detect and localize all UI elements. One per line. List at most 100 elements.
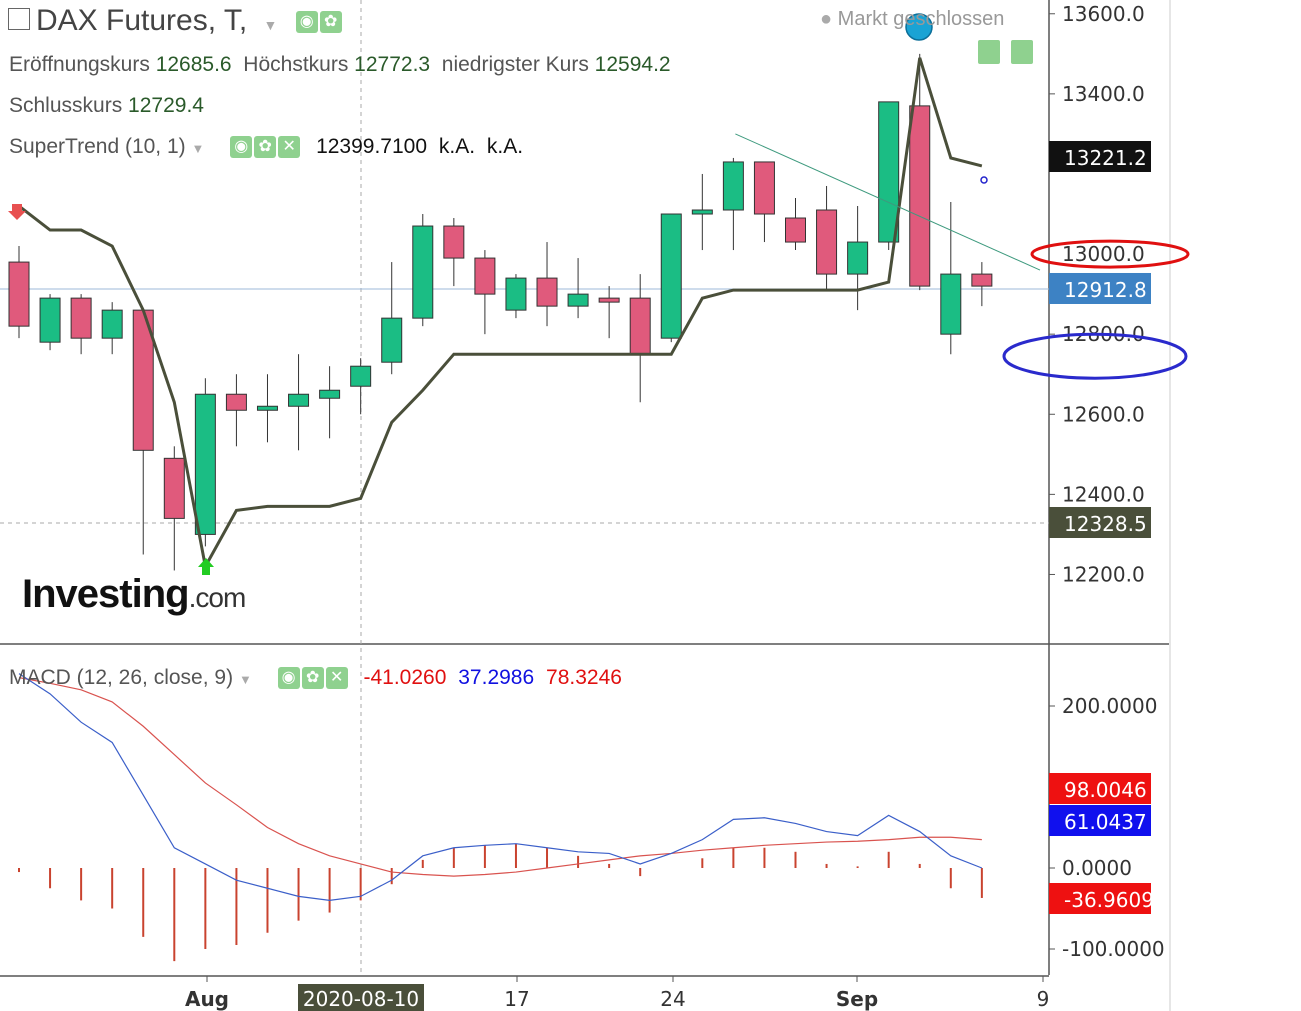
chevron-down-icon[interactable]: ▼ [238,672,252,687]
macd-line [18,673,983,902]
scroll-updown-button [1011,40,1033,64]
status-dot-icon: ● [820,8,833,30]
high-value: 12772.3 [354,53,431,76]
macd-line-badge-bg [1049,805,1151,836]
price-tick-label: 13000.0 [1062,242,1145,266]
high-label: Höchstkurs [243,53,349,76]
cursor-price-badge-bg [1049,272,1151,304]
time-tick-label: Aug [185,987,229,1011]
candle-body [567,293,589,307]
candle-body [474,257,496,295]
macd-signal-badge-bg [1049,773,1151,804]
candle-body [39,297,61,343]
price-tick-label: 12400.0 [1062,482,1145,506]
ohlc-legend: Eröffnungskurs 12685.6 Höchstkurs 12772.… [9,53,671,77]
annotation-blue-ellipse [1002,332,1188,380]
candle-body [412,225,434,319]
close-legend: Schlusskurs 12729.4 [9,94,204,118]
supertrend-na-2: k.A. [486,135,524,158]
investing-logo: Investing.com [22,572,247,617]
candle-body [753,161,775,215]
cursor-price-badge: 12912.8 [1064,278,1147,302]
macd-hist-badge: -36.9609 [1064,888,1154,912]
eye-icon[interactable]: ◉ [277,667,300,690]
scroll-down-button [978,40,1000,64]
time-tick-label: 24 [660,987,685,1011]
close-value: 12729.4 [128,94,204,117]
candle-body [163,457,185,519]
macd-value-3: 78.3246 [546,666,622,689]
low-label: niedrigster Kurs [441,53,589,76]
pivot-marker-icon [905,13,933,41]
candle-body [536,277,558,307]
last-price-badge: 13221.2 [1064,146,1147,170]
candle-body [101,309,123,339]
macd-label: MACD (12, 26, close, 9) [9,666,234,689]
crosshair-price-badge: 12328.5 [1064,512,1147,536]
candle-body [816,209,838,275]
candle-body [785,217,806,243]
price-tick-label: 13400.0 [1062,82,1145,106]
close-icon[interactable]: ✕ [278,136,301,159]
gear-icon[interactable]: ✿ [301,667,324,690]
macd-value-2: 37.2986 [458,666,535,689]
macd-tick-label: 200.0000 [1062,694,1157,718]
chevron-down-icon[interactable]: ▼ [191,141,205,156]
candle-body [691,209,713,215]
close-icon[interactable]: ✕ [325,667,348,690]
annotation-red-ellipse [1030,239,1190,269]
candle-body [909,105,931,287]
date-badge-bg [298,984,424,1011]
point-marker-icon [980,176,988,184]
supertrend-na-1: k.A. [438,135,476,158]
time-tick-label: 17 [504,987,529,1011]
candle-body [971,273,993,287]
low-value: 12594.2 [594,53,671,76]
gear-icon[interactable]: ✿ [254,136,277,159]
macd-legend: MACD (12, 26, close, 9) ▼ ◉ ✿ ✕ -41.0260 3… [9,666,622,690]
instrument-header: DAX Futures, T, ▼ ◉ ✿ [8,4,344,38]
crosshair-price-badge-bg [1049,507,1151,538]
market-status-text: Markt geschlossen [837,8,1005,30]
candle-body [722,161,744,211]
price-tick-label: 13600.0 [1062,2,1145,26]
candle-body [8,261,30,327]
macd-tick-label: -100.0000 [1062,937,1165,961]
macd-hist-badge-bg [1049,883,1151,914]
chevron-down-icon[interactable]: ▼ [263,17,278,33]
open-label: Eröffnungskurs [9,53,150,76]
candle-body [940,273,962,335]
eye-icon[interactable]: ◉ [230,136,253,159]
price-tick-label: 12200.0 [1062,562,1145,586]
macd-signal-line [18,677,982,877]
candle-body [225,393,247,411]
candle-body [629,297,651,355]
gear-icon[interactable]: ✿ [319,11,342,34]
buy-arrow-icon [198,558,214,575]
logo-suffix: .com [188,582,247,613]
supertrend-value: 12399.7100 [316,135,428,158]
candle-body [505,277,527,311]
candle-body [878,101,900,243]
candle-body [194,393,216,535]
close-label: Schlusskurs [9,94,123,117]
time-tick-label: Sep [836,987,878,1011]
macd-tick-label: 0.0000 [1062,856,1132,880]
supertrend-legend: SuperTrend (10, 1) ▼ ◉ ✿ ✕ 12399.7100 k.A.… [9,135,523,159]
candle-body [256,405,278,411]
open-value: 12685.6 [155,53,232,76]
candle-body [847,241,869,275]
candle-body [350,365,372,387]
eye-icon[interactable]: ◉ [295,11,318,34]
macd-line-badge: 61.0437 [1064,810,1147,834]
candle-body [598,297,620,303]
price-tick-label: 12600.0 [1062,402,1145,426]
candle-body [381,317,403,363]
market-status: ● Markt geschlossen [820,8,1004,31]
last-price-badge-bg [1049,141,1151,172]
candle-body [660,213,682,339]
supertrend-line [18,57,983,571]
collapse-icon[interactable] [8,8,30,31]
macd-value-1: -41.0260 [363,666,447,689]
